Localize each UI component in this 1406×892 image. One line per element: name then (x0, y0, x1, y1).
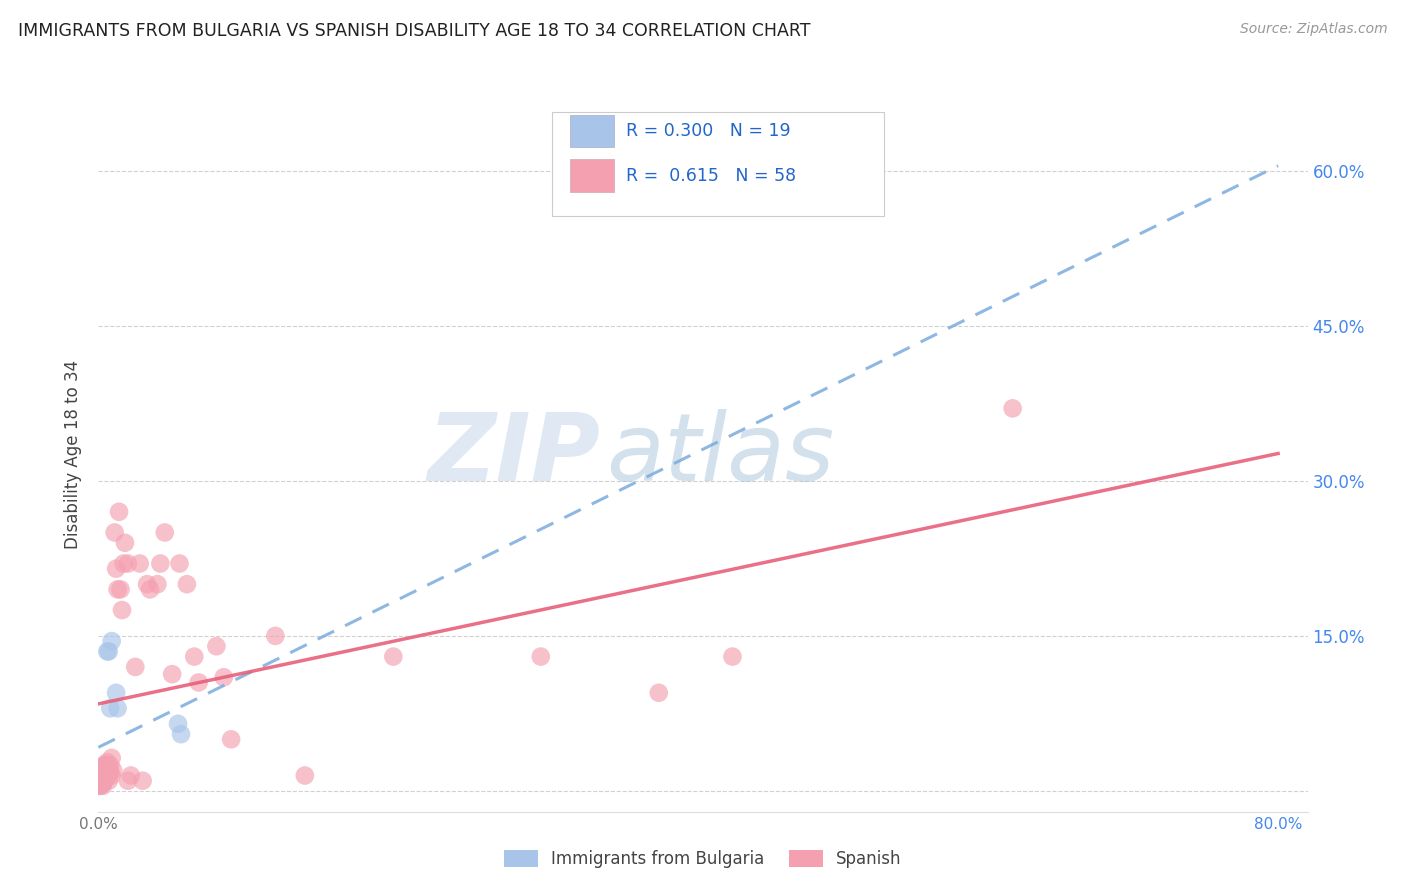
Point (98, 765, 121, 780)
Point (98, 758, 121, 772)
Point (97, 761, 120, 775)
Point (105, 686, 128, 700)
Point (100, 751, 122, 765)
Point (89, 773, 111, 788)
Point (100, 768, 122, 782)
Point (98, 701, 121, 715)
Point (117, 773, 139, 788)
Y-axis label: Disability Age 18 to 34: Disability Age 18 to 34 (65, 360, 83, 549)
Point (93, 758, 115, 772)
Point (89, 768, 111, 782)
Point (93, 758, 115, 772)
Point (382, 649, 405, 664)
Point (108, 505, 131, 519)
Point (91, 772, 114, 786)
Point (101, 764, 124, 778)
Point (117, 557, 139, 571)
Point (110, 582, 132, 597)
Point (89, 771, 111, 785)
Point (153, 525, 176, 540)
Point (648, 686, 671, 700)
Point (97, 644, 120, 658)
Point (94, 758, 117, 772)
Point (89, 765, 111, 780)
Point (128, 557, 150, 571)
Text: Source: ZipAtlas.com: Source: ZipAtlas.com (1240, 22, 1388, 37)
Point (91, 772, 114, 786)
Point (90, 768, 112, 782)
Point (90, 773, 112, 788)
Point (169, 557, 191, 571)
Point (124, 660, 146, 674)
Point (114, 536, 136, 550)
Point (90, 768, 112, 782)
Point (87, 776, 110, 790)
Point (94, 768, 117, 782)
Text: atlas: atlas (606, 409, 835, 500)
Point (131, 773, 153, 788)
Point (183, 649, 205, 664)
Point (530, 649, 553, 664)
Point (96, 644, 118, 658)
Point (205, 639, 228, 653)
Point (149, 557, 172, 571)
FancyBboxPatch shape (553, 112, 884, 216)
Point (294, 768, 316, 782)
Point (105, 562, 128, 576)
Point (160, 667, 183, 681)
Point (87, 779, 110, 793)
Point (111, 603, 134, 617)
Legend: Immigrants from Bulgaria, Spanish: Immigrants from Bulgaria, Spanish (498, 843, 908, 875)
FancyBboxPatch shape (569, 160, 613, 193)
Point (91, 776, 114, 790)
Point (139, 582, 162, 597)
Point (89, 779, 111, 793)
Point (91, 779, 114, 793)
Point (104, 525, 127, 540)
Point (120, 768, 142, 782)
Point (93, 764, 115, 778)
Point (94, 772, 117, 786)
Point (93, 773, 115, 788)
Point (112, 557, 135, 571)
Text: ZIP: ZIP (427, 409, 600, 501)
Text: R =  0.615   N = 58: R = 0.615 N = 58 (626, 167, 796, 185)
Point (91, 764, 114, 778)
Point (1001, 401, 1024, 416)
Text: R = 0.300   N = 19: R = 0.300 N = 19 (626, 122, 790, 140)
Point (170, 727, 193, 741)
Point (146, 577, 169, 591)
Point (96, 768, 118, 782)
Point (176, 577, 198, 591)
Text: IMMIGRANTS FROM BULGARIA VS SPANISH DISABILITY AGE 18 TO 34 CORRELATION CHART: IMMIGRANTS FROM BULGARIA VS SPANISH DISA… (18, 22, 811, 40)
Point (264, 629, 287, 643)
Point (100, 634, 122, 648)
FancyBboxPatch shape (569, 114, 613, 147)
Point (219, 732, 242, 747)
Point (212, 670, 235, 684)
Point (97, 773, 120, 788)
Point (107, 701, 129, 715)
Point (721, 649, 744, 664)
Point (90, 778, 112, 792)
Point (107, 582, 129, 597)
Point (90, 776, 112, 790)
Point (136, 577, 159, 591)
Point (96, 755, 118, 769)
Point (167, 716, 190, 731)
Point (90, 773, 112, 788)
Point (96, 764, 118, 778)
Point (187, 675, 209, 690)
